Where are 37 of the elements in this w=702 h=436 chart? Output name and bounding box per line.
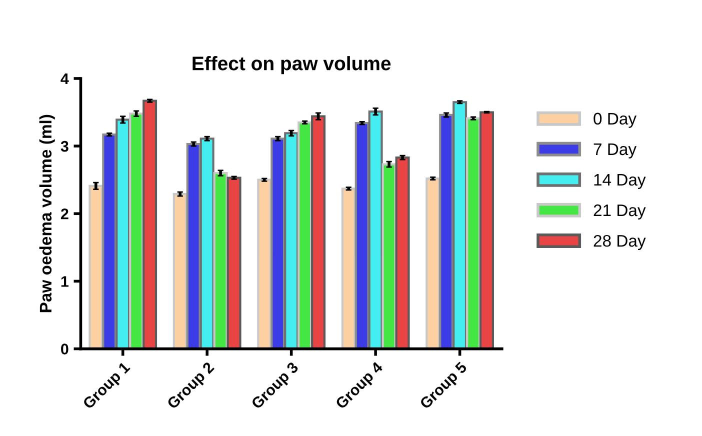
bar <box>172 192 188 349</box>
bar <box>480 111 494 349</box>
bar <box>213 172 228 349</box>
y-tick-label: 3 <box>60 140 68 152</box>
legend-label: 14 Day <box>594 174 646 189</box>
bar <box>368 110 383 349</box>
bar <box>395 156 410 349</box>
bar <box>298 121 312 349</box>
bar <box>382 163 396 349</box>
bar <box>311 115 326 349</box>
bar <box>186 142 201 349</box>
y-axis-title: Paw oedema volume (ml) <box>39 114 55 312</box>
bar <box>226 176 242 349</box>
legend-label: 7 Day <box>594 144 636 158</box>
y-tick-label: 4 <box>60 74 69 84</box>
legend-label: 0 Day <box>594 112 636 128</box>
bar <box>426 177 440 349</box>
legend-label: 21 Day <box>594 204 646 220</box>
y-tick-label: 0 <box>61 344 68 354</box>
legend-label: 28 Day <box>594 234 646 250</box>
y-tick-label: 1 <box>61 276 68 287</box>
y-tick-label: 2 <box>60 208 68 220</box>
bar <box>284 132 299 349</box>
bar <box>200 138 214 349</box>
chart-title: Effect on paw volume <box>192 56 391 74</box>
bar <box>129 112 144 349</box>
bar <box>270 138 286 349</box>
bar <box>88 184 104 349</box>
bar <box>354 122 370 349</box>
bar <box>116 118 130 349</box>
bar <box>257 178 272 349</box>
bar <box>466 117 481 349</box>
bar <box>439 114 454 349</box>
bar <box>102 134 117 349</box>
bar <box>142 100 158 349</box>
bar <box>341 188 356 349</box>
bar <box>452 101 468 349</box>
